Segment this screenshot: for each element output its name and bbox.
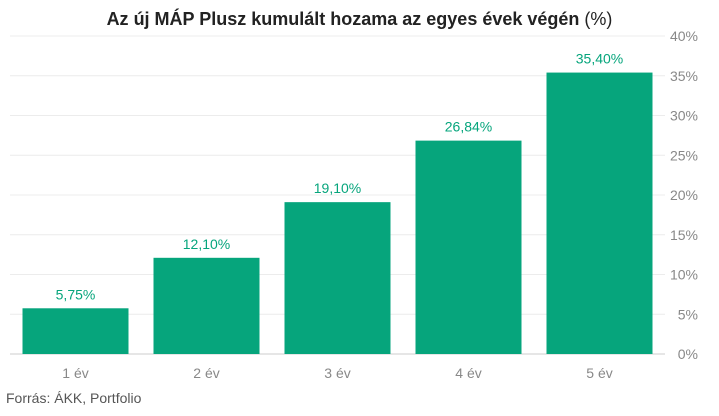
x-tick-label: 3 év xyxy=(324,365,350,381)
data-label: 19,10% xyxy=(314,180,361,196)
source-note: Forrás: ÁKK, Portfolio xyxy=(6,390,142,406)
x-tick-label: 2 év xyxy=(193,365,219,381)
bar xyxy=(415,140,522,354)
y-tick-label: 0% xyxy=(678,346,698,362)
data-label: 26,84% xyxy=(445,119,492,135)
y-tick-label: 15% xyxy=(670,227,698,243)
y-tick-label: 25% xyxy=(670,147,698,163)
chart-title: Az új MÁP Plusz kumulált hozama az egyes… xyxy=(0,9,719,30)
chart-title-text: Az új MÁP Plusz kumulált hozama az egyes… xyxy=(106,9,580,29)
bar xyxy=(22,308,129,354)
y-tick-label: 20% xyxy=(670,187,698,203)
y-tick-label: 5% xyxy=(678,306,698,322)
data-label: 5,75% xyxy=(56,286,96,302)
bar xyxy=(284,202,391,354)
y-tick-label: 10% xyxy=(670,267,698,283)
y-tick-label: 35% xyxy=(670,68,698,84)
x-tick-label: 4 év xyxy=(455,365,481,381)
y-tick-label: 30% xyxy=(670,108,698,124)
x-tick-label: 5 év xyxy=(586,365,612,381)
bar xyxy=(546,72,653,354)
bar xyxy=(153,257,260,354)
data-label: 35,40% xyxy=(576,51,623,67)
data-label: 12,10% xyxy=(183,236,230,252)
x-tick-label: 1 év xyxy=(62,365,88,381)
chart-title-unit: (%) xyxy=(584,9,613,29)
y-tick-label: 40% xyxy=(670,28,698,44)
